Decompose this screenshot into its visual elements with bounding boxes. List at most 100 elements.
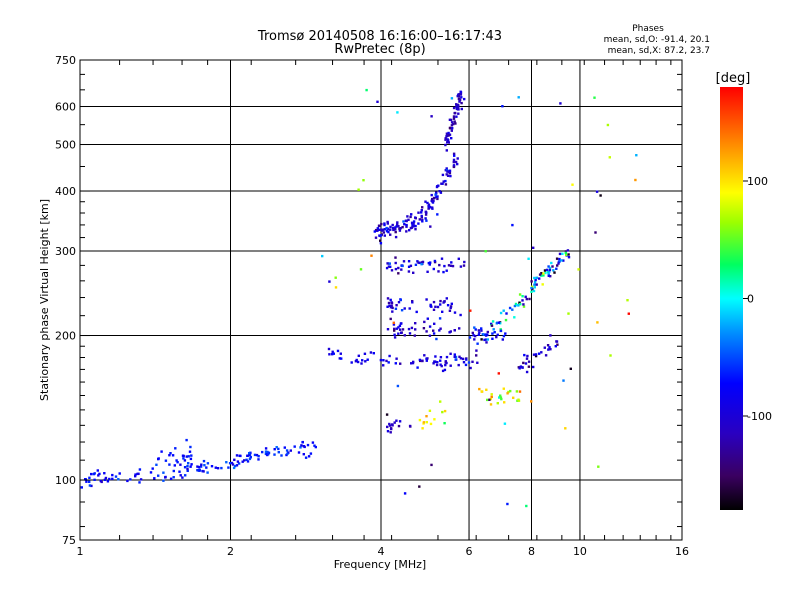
data-point (484, 250, 487, 253)
data-point (189, 465, 192, 468)
data-point (562, 379, 565, 382)
data-point (427, 207, 430, 210)
data-point (266, 450, 269, 454)
data-point (357, 188, 360, 191)
data-point (434, 305, 437, 308)
data-point (506, 392, 509, 395)
data-point (394, 307, 398, 310)
data-point (463, 97, 466, 101)
data-point (433, 418, 436, 421)
data-point (186, 469, 189, 472)
data-point (525, 297, 528, 301)
data-point (433, 196, 436, 200)
data-point (439, 400, 442, 403)
data-point (425, 359, 428, 362)
data-point (446, 170, 449, 173)
data-point (445, 269, 448, 272)
data-point (542, 274, 545, 277)
data-point (118, 472, 121, 475)
data-point (400, 331, 403, 335)
data-point (532, 353, 536, 356)
data-point (190, 454, 193, 457)
data-point (106, 480, 110, 483)
data-point (569, 367, 572, 370)
data-point (565, 253, 568, 256)
data-point (429, 422, 433, 426)
data-point (454, 122, 457, 125)
data-point (555, 257, 559, 260)
data-point (478, 331, 481, 335)
data-point (452, 164, 456, 167)
data-point (447, 264, 451, 267)
data-point (537, 352, 541, 355)
data-point (386, 328, 390, 331)
data-point (301, 440, 304, 444)
data-point (455, 115, 458, 118)
data-point (171, 454, 175, 457)
data-point (447, 134, 451, 137)
data-point (496, 333, 499, 336)
data-point (454, 160, 458, 164)
data-point (396, 111, 399, 114)
data-point (157, 474, 160, 477)
data-point (538, 277, 541, 280)
colorbar-label: [deg] (716, 71, 751, 86)
data-point (425, 219, 428, 222)
data-point (114, 475, 118, 478)
data-point (134, 475, 137, 478)
data-point (277, 447, 280, 451)
data-point (237, 462, 241, 465)
data-point (527, 257, 530, 260)
data-point (431, 207, 434, 210)
data-point (555, 267, 558, 270)
data-point (431, 200, 434, 203)
data-point (407, 260, 411, 263)
data-point (439, 363, 442, 366)
data-point (422, 327, 426, 330)
data-point (597, 465, 600, 468)
data-point (522, 361, 525, 365)
data-point (424, 213, 428, 216)
data-point (484, 338, 488, 341)
data-point (549, 348, 552, 351)
data-point (369, 351, 373, 354)
data-point (303, 445, 306, 449)
colorbar-tick-label: -100 (747, 410, 772, 423)
data-point (399, 227, 402, 230)
data-point (306, 443, 310, 447)
data-point (100, 480, 103, 484)
data-point (453, 329, 456, 332)
data-point (458, 327, 461, 330)
data-point (446, 304, 450, 307)
data-point (446, 141, 449, 144)
data-point (385, 413, 389, 416)
data-point (400, 309, 404, 312)
data-point (388, 424, 392, 427)
data-point (206, 462, 210, 465)
data-point (429, 261, 432, 264)
data-point (508, 306, 512, 310)
data-point (530, 286, 533, 290)
data-point (300, 444, 303, 447)
data-point (531, 285, 534, 288)
data-point (594, 231, 597, 234)
data-point (460, 107, 463, 111)
data-point (469, 366, 472, 370)
data-point (360, 362, 363, 365)
data-point (418, 261, 421, 265)
x-axis: 1 2 4 6 8 10 16 (77, 60, 689, 558)
data-point (453, 311, 457, 314)
data-point (401, 264, 404, 268)
data-point (365, 88, 368, 92)
data-point (364, 360, 367, 363)
data-point (399, 298, 402, 302)
data-point (473, 338, 476, 341)
data-point (414, 322, 417, 325)
data-point (173, 464, 176, 467)
data-point (363, 352, 367, 355)
data-point (379, 242, 383, 245)
data-point (409, 264, 413, 267)
data-point (273, 448, 276, 451)
data-point (339, 352, 342, 355)
data-point (453, 120, 456, 123)
